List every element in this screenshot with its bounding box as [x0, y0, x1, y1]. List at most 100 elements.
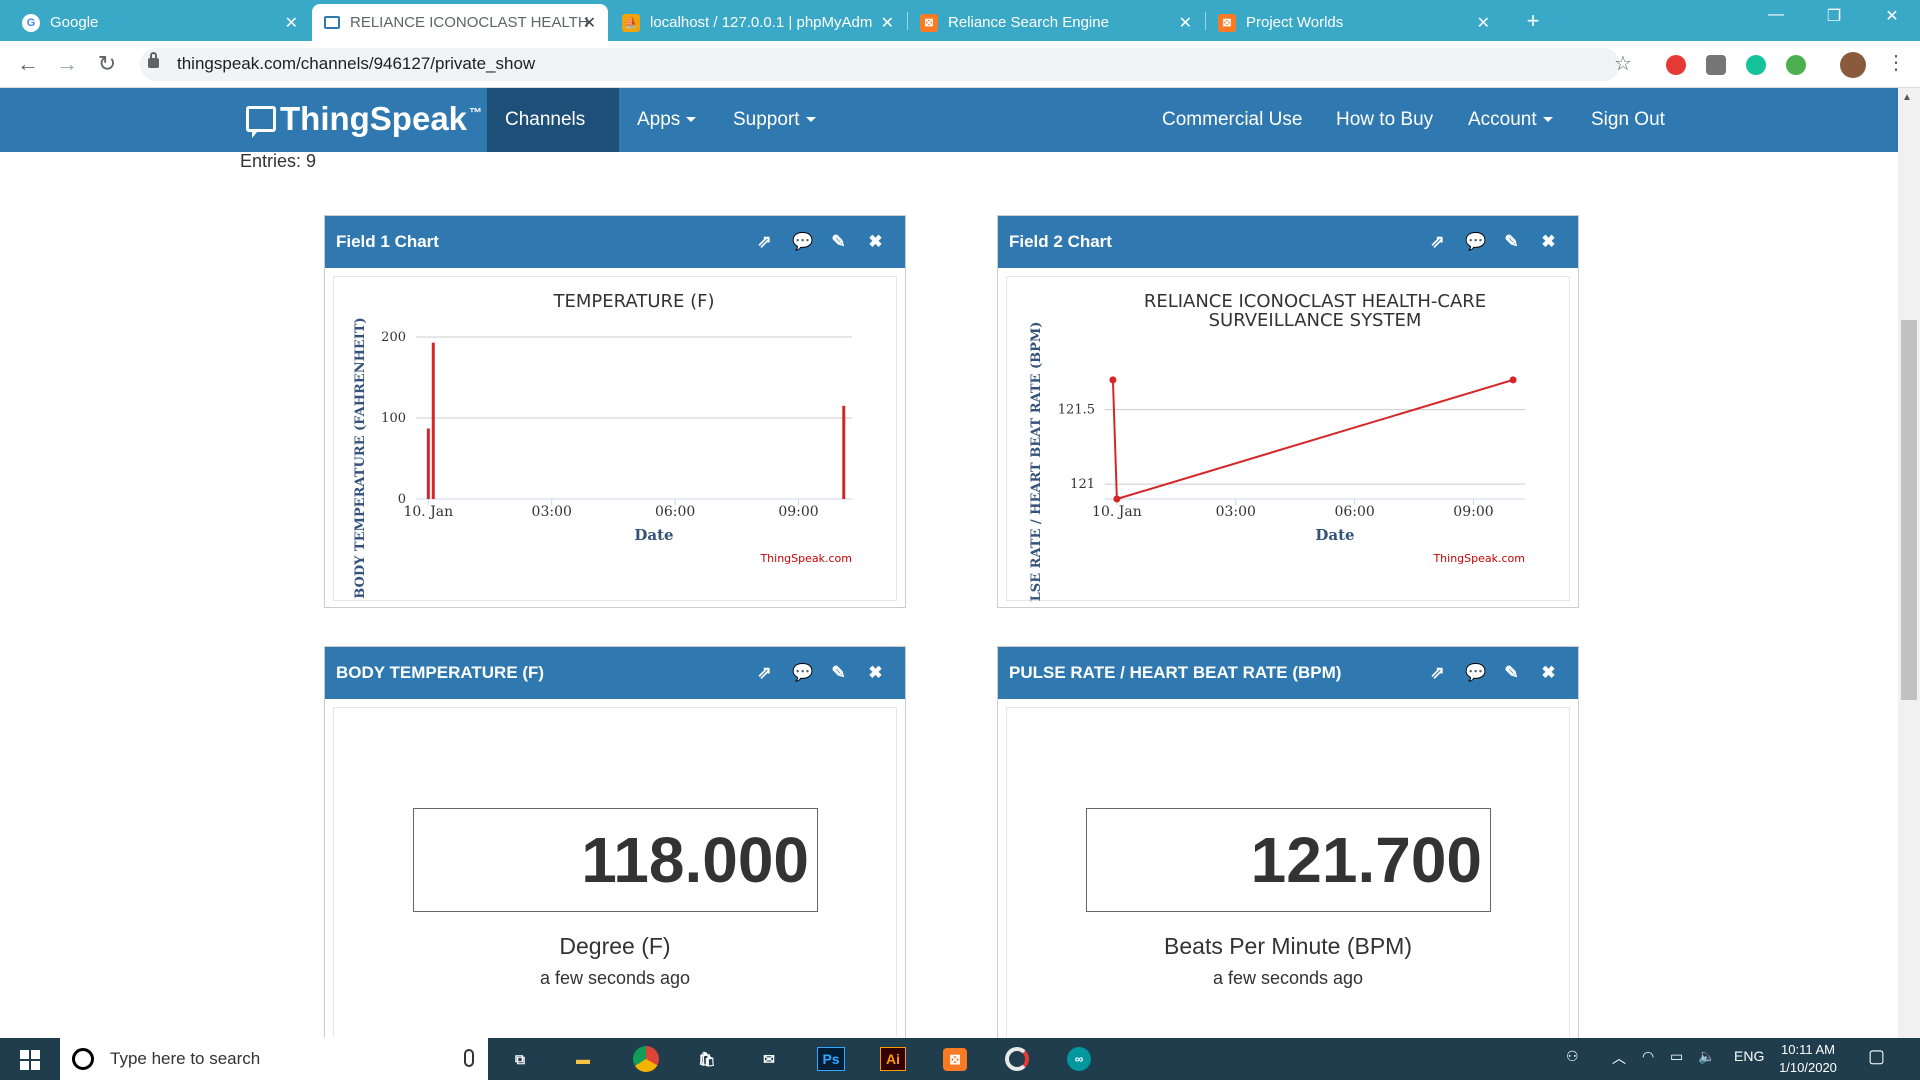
- restore-icon[interactable]: ❐: [1826, 8, 1842, 25]
- arduino-icon[interactable]: ∞: [1062, 1043, 1096, 1075]
- grammarly-icon[interactable]: [1746, 55, 1766, 75]
- microphone-icon[interactable]: [464, 1049, 474, 1067]
- data-bar: [842, 405, 846, 499]
- microsoft-store-icon[interactable]: 🛍: [698, 1050, 716, 1067]
- edit-pencil-icon[interactable]: ✎: [1504, 663, 1519, 682]
- panel-title: PULSE RATE / HEART BEAT RATE (BPM): [1009, 663, 1342, 682]
- cortana-icon[interactable]: [72, 1048, 94, 1070]
- x-tick-label: 10. Jan: [1092, 504, 1142, 520]
- comment-icon[interactable]: 💬: [792, 663, 814, 682]
- chart-credit: ThingSpeak.com: [1432, 552, 1525, 565]
- comment-icon[interactable]: 💬: [1465, 232, 1487, 251]
- nav-commercial-use[interactable]: Commercial Use: [1144, 88, 1320, 152]
- browser-menu-icon[interactable]: ⋮: [1886, 52, 1906, 74]
- taskbar-search[interactable]: Type here to search: [60, 1038, 488, 1080]
- file-explorer-icon[interactable]: ▬: [576, 1051, 590, 1067]
- bookmark-star-icon[interactable]: ☆: [1614, 53, 1632, 75]
- close-icon[interactable]: ✖: [868, 663, 883, 682]
- nav-how-to-buy-label: How to Buy: [1336, 109, 1434, 130]
- close-icon[interactable]: ✕: [1476, 14, 1490, 32]
- nav-channels-label: Channels: [505, 109, 586, 130]
- comment-icon[interactable]: 💬: [1465, 663, 1487, 682]
- tab-reliance-health[interactable]: RELIANCE ICONOCLAST HEALTH ✕: [312, 4, 608, 41]
- windows-start-icon[interactable]: [20, 1050, 40, 1070]
- external-link-icon[interactable]: ⇗: [757, 232, 772, 251]
- nav-sign-out[interactable]: Sign Out: [1573, 88, 1683, 152]
- task-view-icon[interactable]: ⧉: [515, 1050, 525, 1067]
- xampp-taskbar-icon[interactable]: ⊠: [938, 1043, 972, 1075]
- language-indicator[interactable]: ENG: [1734, 1048, 1765, 1064]
- mail-icon[interactable]: ✉: [763, 1050, 775, 1067]
- forward-icon[interactable]: →: [56, 51, 78, 76]
- pulse-rate-panel: PULSE RATE / HEART BEAT RATE (BPM) ⇗ 💬 ✎…: [997, 646, 1579, 1038]
- x-tick-label: 10. Jan: [403, 504, 453, 520]
- show-hidden-icons-chevron[interactable]: ︿: [1612, 1050, 1626, 1066]
- close-icon[interactable]: ✕: [1178, 14, 1192, 32]
- system-clock[interactable]: 10:11 AM 1/10/2020: [1770, 1041, 1846, 1077]
- scrollbar-thumb[interactable]: [1901, 320, 1917, 700]
- wifi-icon[interactable]: ◠: [1642, 1048, 1655, 1064]
- comment-icon[interactable]: 💬: [792, 232, 814, 251]
- lock-icon[interactable]: [148, 52, 159, 68]
- close-icon[interactable]: ✖: [1541, 663, 1556, 682]
- close-icon[interactable]: ✕: [284, 14, 298, 32]
- nav-account[interactable]: Account: [1450, 88, 1571, 152]
- tab-google[interactable]: G Google ✕: [10, 4, 310, 41]
- new-tab-icon[interactable]: +: [1526, 8, 1540, 33]
- people-icon[interactable]: ⚇: [1566, 1048, 1579, 1064]
- nav-channels[interactable]: Channels: [487, 88, 619, 187]
- omnibox[interactable]: [140, 48, 1620, 81]
- xampp-icon: ⊠: [920, 13, 938, 32]
- panel-header: PULSE RATE / HEART BEAT RATE (BPM) ⇗ 💬 ✎…: [998, 647, 1578, 699]
- numeric-display: 118.000 Degree (F) a few seconds ago: [333, 707, 897, 1037]
- scroll-up-arrow-icon[interactable]: ▲: [1902, 92, 1912, 103]
- volume-icon[interactable]: 🔈: [1698, 1048, 1716, 1064]
- close-icon[interactable]: ✖: [868, 232, 883, 251]
- tab-label: Google: [50, 14, 99, 31]
- brand-name: ThingSpeak: [280, 100, 468, 137]
- nav-apps-label: Apps: [637, 109, 681, 130]
- edit-pencil-icon[interactable]: ✎: [831, 232, 846, 251]
- extension-icon[interactable]: [1706, 55, 1726, 75]
- panel-header: Field 2 Chart ⇗ 💬 ✎ ✖: [998, 216, 1578, 268]
- external-link-icon[interactable]: ⇗: [1430, 663, 1445, 682]
- app-icon[interactable]: [1000, 1043, 1034, 1075]
- tab-phpmyadmin[interactable]: ⛵ localhost / 127.0.0.1 | phpMyAdm ✕: [610, 4, 906, 41]
- caret-down-icon: [686, 117, 697, 123]
- edit-pencil-icon[interactable]: ✎: [1504, 232, 1519, 251]
- close-icon[interactable]: ✕: [880, 14, 894, 32]
- battery-icon[interactable]: ▭: [1670, 1048, 1684, 1064]
- temperature-value: 118.000: [413, 808, 818, 912]
- tab-label: Project Worlds: [1246, 14, 1344, 31]
- panel-title: BODY TEMPERATURE (F): [336, 663, 545, 682]
- nav-how-to-buy[interactable]: How to Buy: [1318, 88, 1451, 152]
- close-window-icon[interactable]: ✕: [1885, 8, 1899, 25]
- notifications-icon[interactable]: ▢: [1868, 1046, 1886, 1066]
- adblock-extension-icon[interactable]: [1666, 55, 1686, 75]
- nav-apps[interactable]: Apps: [619, 88, 714, 152]
- photoshop-icon[interactable]: Ps: [814, 1043, 848, 1075]
- url-text[interactable]: thingspeak.com/channels/946127/private_s…: [177, 54, 536, 73]
- external-link-icon[interactable]: ⇗: [757, 663, 772, 682]
- tab-reliance-search[interactable]: ⊠ Reliance Search Engine ✕: [908, 4, 1204, 41]
- thingspeak-logo[interactable]: ThingSpeak ™: [246, 100, 482, 138]
- y-axis-label: BODY TEMPERATURE (FAHRENHEIT): [353, 317, 368, 598]
- external-link-icon[interactable]: ⇗: [1430, 232, 1445, 251]
- nav-commercial-use-label: Commercial Use: [1162, 109, 1303, 130]
- close-icon[interactable]: ✖: [1541, 232, 1556, 251]
- extension-icon[interactable]: [1786, 55, 1806, 75]
- nav-support[interactable]: Support: [715, 88, 834, 152]
- chrome-icon[interactable]: [629, 1043, 663, 1075]
- profile-avatar[interactable]: [1840, 52, 1866, 78]
- pulse-updated: a few seconds ago: [1212, 968, 1364, 988]
- chart-credit: ThingSpeak.com: [759, 552, 852, 565]
- temperature-chart: TEMPERATURE (F) 0 100 200 10. Jan 03:00 06:00 0…: [353, 291, 852, 599]
- phpmyadmin-icon: ⛵: [622, 13, 640, 32]
- edit-pencil-icon[interactable]: ✎: [831, 663, 846, 682]
- close-icon[interactable]: ✕: [582, 14, 596, 32]
- illustrator-icon[interactable]: Ai: [876, 1043, 910, 1075]
- tab-project-worlds[interactable]: ⊠ Project Worlds ✕: [1206, 4, 1502, 41]
- back-icon[interactable]: ←: [17, 51, 39, 76]
- reload-icon[interactable]: ↻: [97, 51, 117, 76]
- minimize-icon[interactable]: —: [1768, 6, 1784, 23]
